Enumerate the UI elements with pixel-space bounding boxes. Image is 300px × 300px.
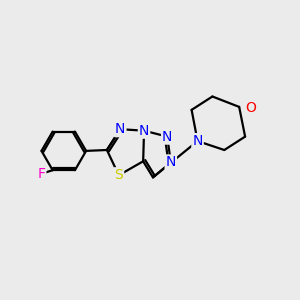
Text: O: O xyxy=(246,101,256,116)
Text: N: N xyxy=(139,124,149,138)
Text: N: N xyxy=(192,134,203,148)
Text: N: N xyxy=(166,155,176,170)
Text: S: S xyxy=(114,168,123,182)
Text: N: N xyxy=(115,122,125,136)
Text: F: F xyxy=(38,167,45,181)
Text: N: N xyxy=(162,130,172,144)
